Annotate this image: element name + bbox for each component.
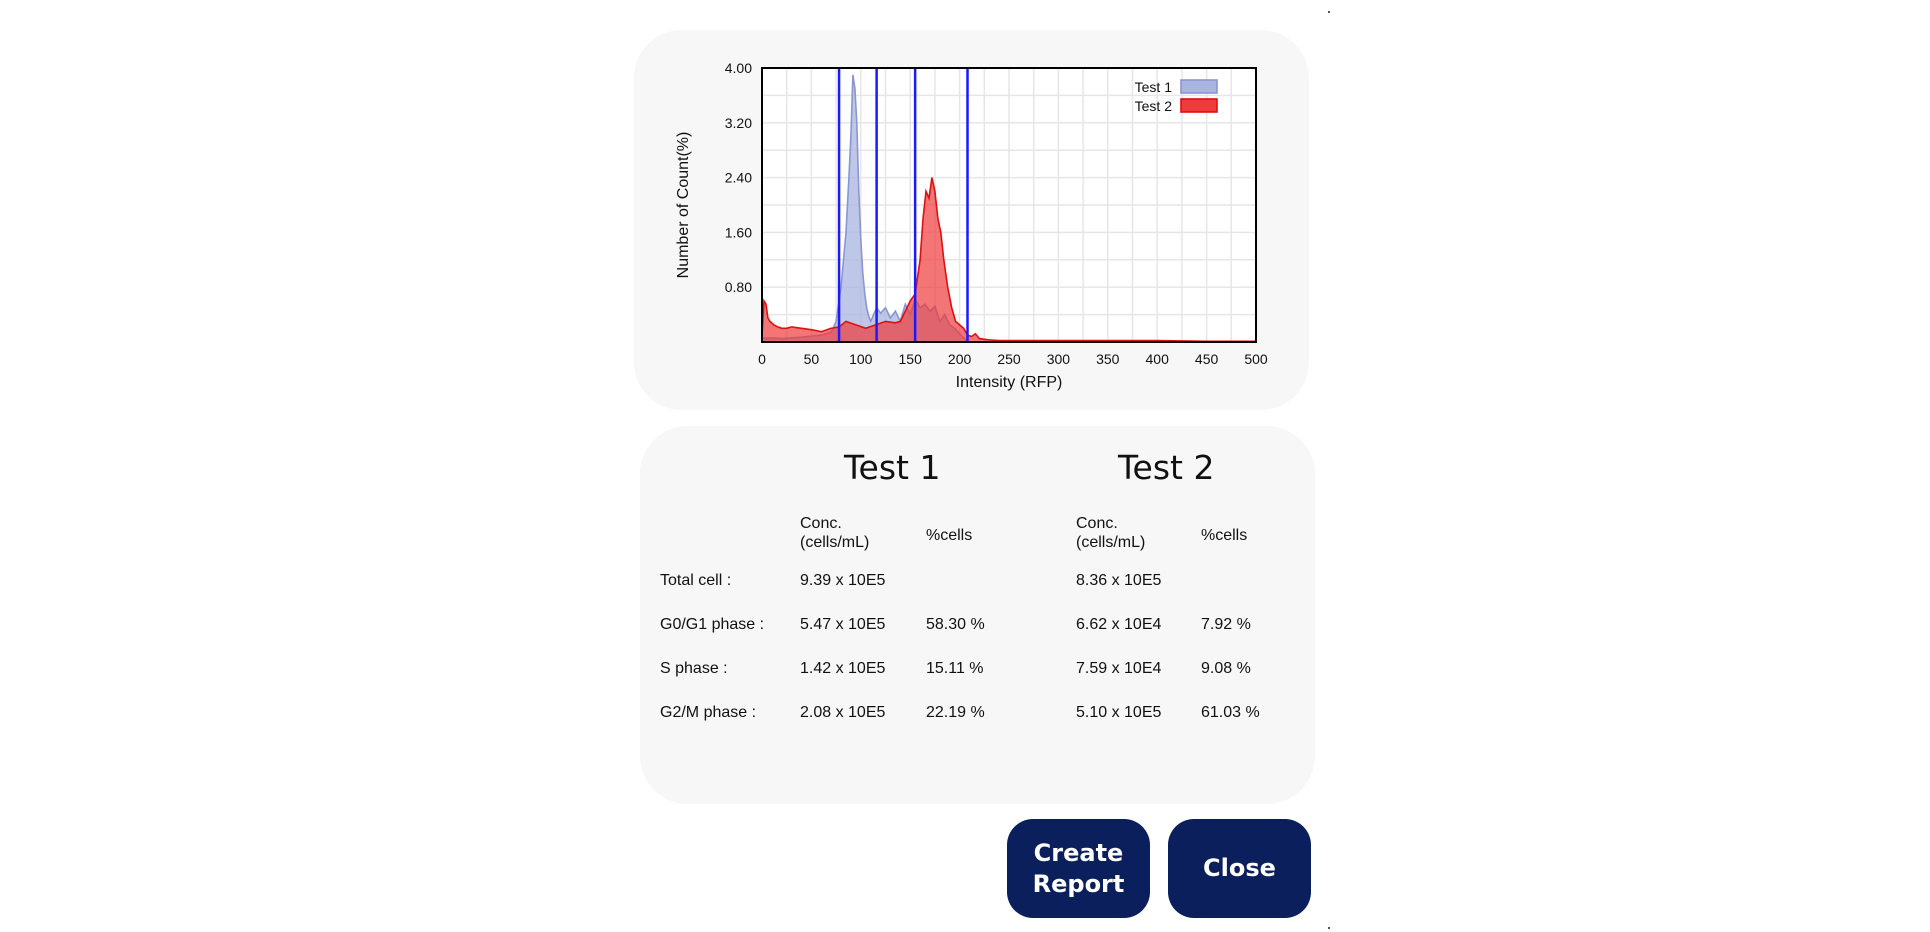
y-tick-label: 3.20 — [725, 115, 752, 131]
x-tick-label: 100 — [849, 351, 873, 367]
test2-total-conc: 8.36 x 10E5 — [1076, 572, 1162, 589]
legend-swatch-2 — [1180, 98, 1218, 113]
test2-g2m-pct: 61.03 % — [1201, 704, 1260, 721]
test2-s-pct: 9.08 % — [1201, 660, 1251, 677]
test1-g2m-pct: 22.19 % — [926, 704, 985, 721]
row-label-g2m-phase: G2/M phase : — [660, 704, 757, 721]
test1-total-conc: 9.39 x 10E5 — [800, 572, 886, 589]
y-axis-label: Number of Count(%) — [675, 132, 692, 279]
plot-frame — [761, 67, 1257, 343]
histogram-chart: 0.80 1.60 2.40 3.20 4.00 0 50 100 150 200 250 300 35… — [675, 60, 1268, 391]
y-tick-label: 4.00 — [725, 60, 752, 76]
test2-g0g1-pct: 7.92 % — [1201, 616, 1251, 633]
x-axis-label: Intensity (RFP) — [956, 374, 1063, 391]
create-report-label: Create Report — [1032, 838, 1125, 898]
test1-s-conc: 1.42 x 10E5 — [800, 660, 886, 677]
test1-s-pct: 15.11 % — [926, 660, 984, 677]
test2-pct-header: %cells — [1201, 527, 1248, 544]
test1-g0g1-conc: 5.47 x 10E5 — [800, 616, 886, 633]
test2-heading: Test 2 — [1118, 448, 1215, 487]
histogram-panel: 0.80 1.60 2.40 3.20 4.00 0 50 100 150 200 250 300 35… — [634, 30, 1309, 410]
series-area-test-2 — [761, 177, 1257, 343]
row-label-g0g1-phase: G0/G1 phase : — [660, 616, 765, 633]
test2-g2m-conc: 5.10 x 10E5 — [1076, 704, 1162, 721]
x-tick-label: 250 — [997, 351, 1021, 367]
create-report-button[interactable]: Create Report — [1007, 819, 1150, 918]
test2-conc-header: Conc. (cells/mL) — [1076, 515, 1146, 551]
test1-heading: Test 1 — [844, 448, 941, 487]
y-tick-label: 1.60 — [725, 224, 752, 240]
close-button[interactable]: Close — [1168, 819, 1311, 918]
statistics-panel: Test 1 Test 2 Conc. (cells/mL) %cells Co… — [640, 426, 1315, 804]
legend-swatch-1 — [1180, 79, 1218, 94]
x-tick-label: 150 — [899, 351, 923, 367]
x-tick-label: 50 — [804, 351, 820, 367]
x-tick-label: 400 — [1146, 351, 1170, 367]
row-label-s-phase: S phase : — [660, 660, 728, 677]
corner-marker-bottom — [1328, 927, 1330, 929]
test2-s-conc: 7.59 x 10E4 — [1076, 660, 1162, 677]
row-label-total-cell: Total cell : — [660, 572, 732, 589]
y-tick-label: 2.40 — [725, 170, 752, 186]
x-tick-label: 200 — [948, 351, 972, 367]
close-label: Close — [1203, 854, 1276, 882]
test1-conc-header: Conc. (cells/mL) — [800, 515, 870, 551]
x-tick-label: 350 — [1096, 351, 1120, 367]
legend-label-1: Test 1 — [1135, 79, 1173, 95]
test2-g0g1-conc: 6.62 x 10E4 — [1076, 616, 1162, 633]
test1-g0g1-pct: 58.30 % — [926, 616, 985, 633]
x-tick-label: 500 — [1244, 351, 1268, 367]
y-tick-label: 0.80 — [725, 279, 752, 295]
corner-marker-top — [1328, 11, 1330, 13]
test1-g2m-conc: 2.08 x 10E5 — [800, 704, 886, 721]
x-tick-label: 0 — [758, 351, 766, 367]
x-tick-label: 300 — [1047, 351, 1071, 367]
test1-pct-header: %cells — [926, 527, 973, 544]
x-tick-label: 450 — [1195, 351, 1219, 367]
legend-label-2: Test 2 — [1135, 98, 1173, 114]
